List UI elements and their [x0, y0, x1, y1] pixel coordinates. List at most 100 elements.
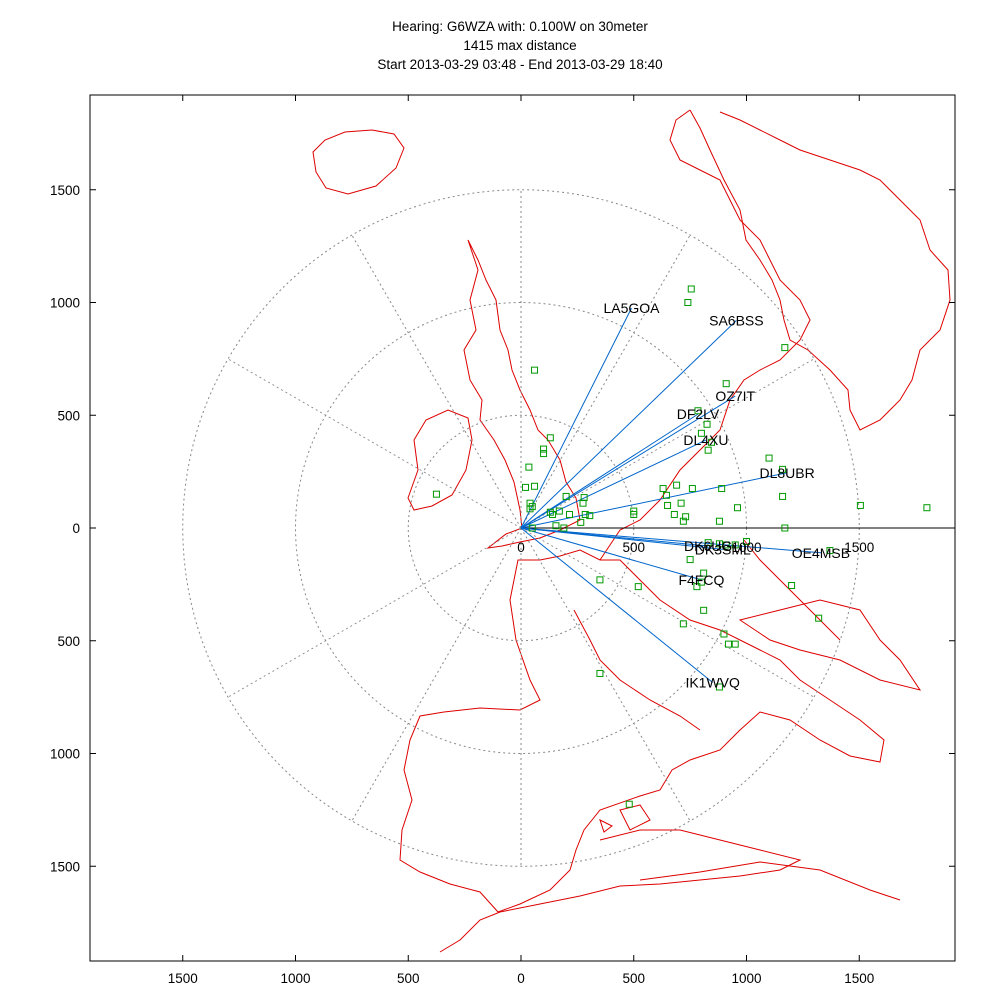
coastline-segment: [573, 609, 701, 731]
propagation-path: [520, 320, 737, 529]
coastline-segment: [439, 829, 802, 953]
coastline-segment: [599, 109, 811, 561]
spot-marker: [731, 541, 739, 549]
spot-marker: [686, 556, 694, 564]
spot-marker: [549, 510, 557, 518]
spot-marker: [703, 420, 711, 428]
spot-marker: [765, 454, 773, 462]
spot-marker: [540, 450, 548, 458]
propagation-paths: [520, 307, 821, 683]
range-spoke: [520, 234, 691, 529]
spot-marker: [432, 490, 440, 498]
y-tick-label: 0: [72, 521, 80, 536]
x-tick-label: 0: [517, 971, 525, 986]
spot-marker: [826, 547, 834, 555]
spot-marker: [779, 492, 787, 500]
coastline-segment: [689, 109, 951, 431]
spot-marker: [634, 583, 642, 591]
propagation-path: [520, 527, 702, 581]
spot-marker: [788, 582, 796, 590]
station-label: IK1WVQ: [685, 674, 740, 690]
spot-markers: [432, 285, 931, 808]
spot-marker: [815, 614, 823, 622]
spot-marker: [596, 576, 604, 584]
spot-marker: [718, 485, 726, 493]
spot-marker: [684, 299, 692, 306]
spot-marker: [531, 482, 539, 490]
range-spoke: [351, 234, 522, 529]
spot-marker: [704, 539, 712, 547]
spot-marker: [565, 510, 573, 518]
station-label: DK6UG: [684, 538, 732, 554]
propagation-path: [520, 527, 821, 554]
spot-marker: [781, 524, 789, 532]
spot-marker: [581, 510, 589, 518]
spot-marker: [697, 429, 705, 437]
spot-marker: [562, 492, 570, 500]
coastline-segment: [407, 409, 473, 511]
range-spoke: [520, 527, 691, 822]
range-spoke: [351, 527, 522, 822]
station-label: SA6BSS: [709, 313, 763, 329]
propagation-path: [520, 307, 632, 529]
spot-marker: [923, 504, 931, 512]
axis-ticks: 1500 1000 500 0 500 1000 1500 1500 1000 500 0 500 10…: [50, 95, 955, 986]
spot-marker: [526, 505, 534, 513]
spot-marker: [580, 494, 588, 502]
coastline-segment: [463, 239, 581, 549]
spot-marker: [720, 630, 728, 638]
spot-marker: [724, 640, 732, 648]
spot-marker: [704, 446, 712, 454]
spot-marker: [662, 491, 670, 499]
spot-marker: [555, 507, 563, 515]
station-labels: LA5GOA SA6BSS OZ7IT DF2LV DL4XU DL8UBR DK6UGDK…: [603, 300, 850, 690]
spot-marker: [693, 583, 701, 591]
y-tick-label: 500: [57, 408, 80, 423]
station-label: OE4MSB: [792, 545, 850, 561]
spot-marker: [682, 513, 690, 521]
spot-marker: [560, 524, 568, 532]
spot-marker: [659, 485, 667, 493]
spot-marker: [596, 669, 604, 677]
coastline-segment: [599, 819, 613, 833]
spot-marker: [697, 578, 705, 586]
spot-marker: [625, 800, 633, 808]
station-label: LA5GOA: [603, 300, 660, 316]
x-tick-label: 1000: [280, 971, 310, 986]
spot-marker: [679, 517, 687, 525]
chart-title-line-3: Start 2013-03-29 03:48 - End 2013-03-29 …: [377, 57, 663, 72]
station-label: DF2LV: [677, 406, 720, 422]
coastline-segment: [639, 861, 901, 901]
spot-marker: [781, 344, 789, 352]
spot-marker: [577, 518, 585, 526]
station-label: DL4XU: [683, 432, 728, 448]
spot-marker: [531, 366, 539, 374]
spot-marker: [673, 481, 681, 489]
spot-marker: [677, 499, 685, 507]
propagation-path: [520, 527, 713, 683]
x-tick-label: 500: [397, 971, 420, 986]
y-tick-label: 500: [57, 634, 80, 649]
coastline-segment: [743, 539, 841, 641]
spot-marker: [733, 504, 741, 512]
spot-marker: [525, 463, 533, 471]
spot-marker: [715, 517, 723, 525]
spot-marker: [722, 541, 730, 549]
y-tick-label: 1000: [50, 747, 80, 762]
spot-marker: [694, 407, 702, 415]
chart-title-line-1: Hearing: G6WZA with: 0.100W on 30meter: [392, 19, 648, 34]
range-spoke: [520, 358, 815, 529]
spot-marker: [731, 640, 739, 648]
range-spoke: [227, 527, 522, 698]
spot-marker: [679, 620, 687, 628]
spot-marker: [715, 683, 723, 691]
y-tick-label: 1500: [50, 859, 80, 874]
y-tick-label: 1500: [50, 183, 80, 198]
spot-marker: [630, 510, 638, 518]
chart-title-line-2: 1415 max distance: [463, 38, 577, 53]
spot-marker: [779, 465, 787, 473]
spot-marker: [687, 285, 695, 293]
spot-marker: [700, 606, 708, 614]
inner-distance-label: 1000: [731, 540, 761, 555]
